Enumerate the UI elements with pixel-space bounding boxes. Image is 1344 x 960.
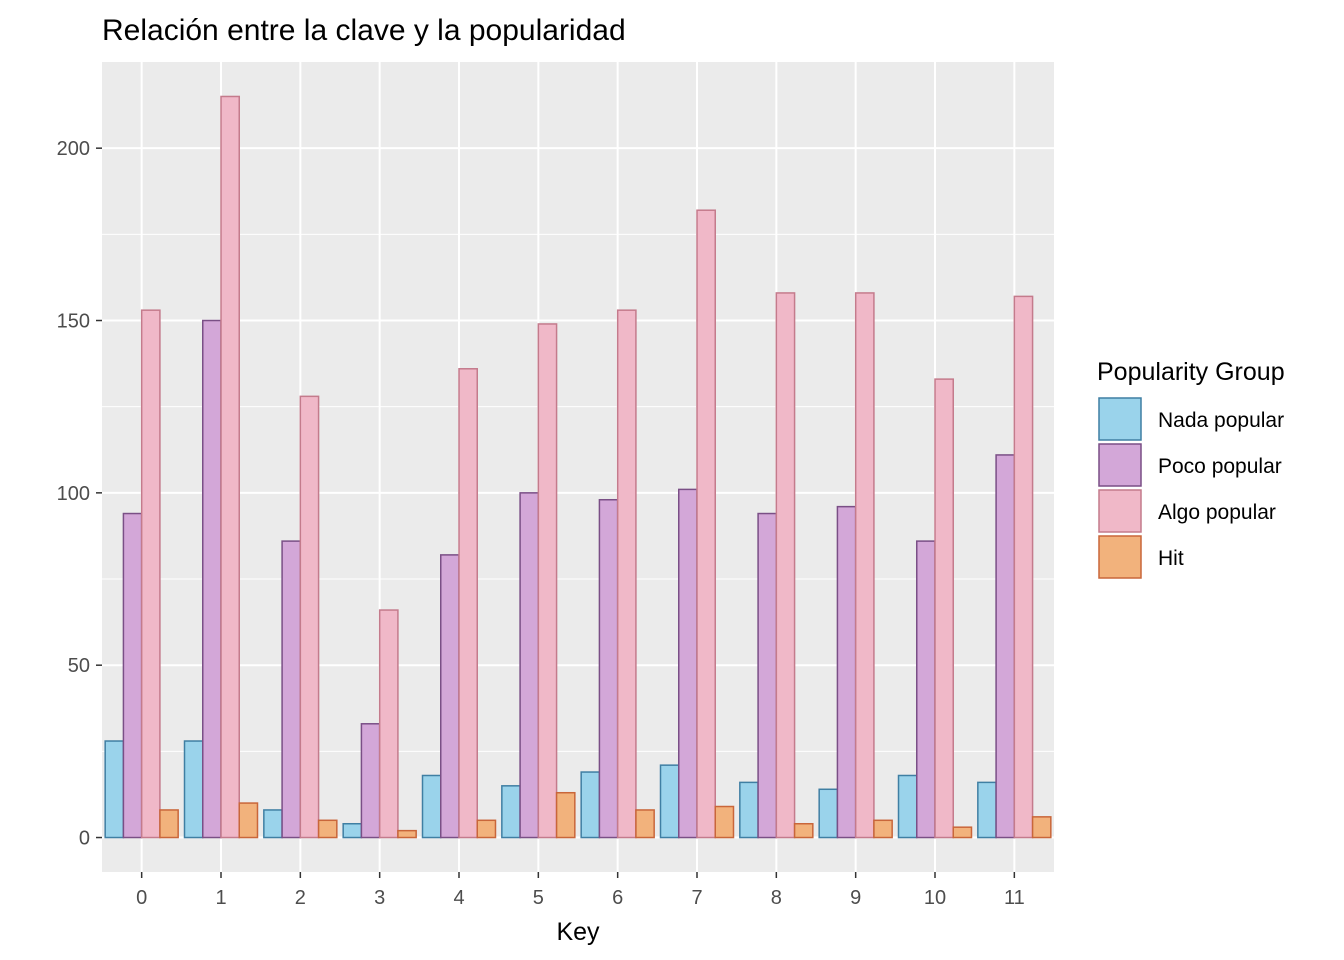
bar-nada-popular-key-4 (421, 774, 442, 839)
bar-nada-popular-key-8 (739, 781, 759, 839)
bar-poco-popular-key-4 (440, 554, 460, 839)
y-tick-label: 150 (57, 311, 90, 333)
bar-nada-popular-key-2 (263, 809, 283, 839)
bar-hit-key-4 (476, 819, 497, 839)
y-tick-label: 100 (57, 483, 90, 505)
legend-label: Algo popular (1158, 501, 1276, 524)
bar-nada-popular-key-0 (104, 740, 125, 839)
y-tick-label: 50 (68, 655, 90, 677)
y-axis: 0 50 100 150 200 (57, 138, 102, 850)
bar-poco-popular-key-1 (202, 319, 222, 839)
bar-hit-key-6 (635, 809, 655, 839)
x-axis: 0 1 2 3 4 5 6 7 8 9 10 11 (136, 872, 1025, 909)
bar-hit-key-10 (952, 826, 973, 839)
bar-algo-popular-key-9 (854, 292, 875, 839)
bar-nada-popular-key-11 (977, 781, 997, 839)
x-tick-label: 9 (850, 887, 861, 909)
bar-algo-popular-key-8 (775, 292, 796, 839)
bar-poco-popular-key-7 (678, 488, 698, 839)
bar-algo-popular-key-2 (299, 395, 320, 839)
legend-label: Poco popular (1158, 455, 1282, 478)
bar-nada-popular-key-3 (342, 822, 363, 839)
bar-algo-popular-key-3 (378, 609, 399, 839)
plot-panel (102, 62, 1054, 872)
bar-algo-popular-key-5 (537, 323, 558, 839)
bar-poco-popular-key-10 (916, 540, 936, 839)
bar-poco-popular-key-6 (598, 498, 619, 839)
bar-algo-popular-key-7 (696, 209, 716, 839)
y-tick-label: 0 (79, 828, 90, 850)
bar-hit-key-9 (873, 819, 893, 839)
bar-nada-popular-key-7 (659, 764, 680, 839)
bar-poco-popular-key-11 (995, 454, 1016, 839)
x-tick-label: 8 (771, 887, 782, 909)
x-tick-label: 6 (612, 887, 623, 909)
bar-poco-popular-key-9 (836, 505, 857, 839)
bar-algo-popular-key-11 (1013, 295, 1034, 839)
bar-hit-key-0 (159, 809, 179, 839)
bar-hit-key-11 (1031, 816, 1052, 839)
x-tick-label: 2 (295, 887, 306, 909)
x-tick-label: 7 (691, 887, 702, 909)
bar-nada-popular-key-10 (897, 774, 918, 839)
bar-nada-popular-key-9 (818, 788, 839, 839)
x-tick-label: 5 (533, 887, 544, 909)
x-axis-title: Key (556, 918, 600, 946)
legend-label: Hit (1158, 547, 1184, 570)
bar-hit-key-8 (793, 822, 814, 839)
bar-hit-key-3 (397, 829, 417, 839)
x-tick-label: 4 (453, 887, 464, 909)
x-tick-label: 3 (374, 887, 385, 909)
bar-algo-popular-key-6 (616, 309, 637, 839)
x-tick-label: 11 (1004, 887, 1025, 909)
bar-algo-popular-key-4 (458, 368, 478, 839)
bar-hit-key-2 (317, 819, 338, 839)
legend: Popularity Group Nada popular Poco popula… (1097, 358, 1285, 579)
legend-title: Popularity Group (1097, 358, 1285, 386)
y-tick-label: 200 (57, 138, 90, 160)
legend-label: Nada popular (1158, 409, 1284, 432)
bar-hit-key-5 (555, 791, 576, 839)
legend-key-hit (1098, 535, 1142, 579)
bar-nada-popular-key-1 (183, 740, 204, 839)
legend-key-nada-popular (1098, 397, 1142, 441)
bar-poco-popular-key-5 (519, 492, 540, 839)
bar-algo-popular-key-1 (220, 95, 240, 839)
bar-poco-popular-key-2 (281, 540, 302, 839)
chart-title: Relación entre la clave y la popularidad (102, 14, 626, 47)
legend-key-algo-popular (1098, 489, 1142, 533)
bar-nada-popular-key-6 (580, 771, 601, 839)
bar-poco-popular-key-0 (122, 512, 143, 839)
x-tick-label: 0 (136, 887, 147, 909)
bar-poco-popular-key-8 (757, 512, 778, 839)
bar-hit-key-1 (238, 802, 259, 839)
bar-nada-popular-key-5 (501, 785, 521, 839)
legend-key-poco-popular (1098, 443, 1142, 487)
bar-algo-popular-key-0 (140, 309, 161, 839)
bar-algo-popular-key-10 (934, 378, 954, 839)
bar-poco-popular-key-3 (360, 723, 381, 839)
bars (104, 95, 1052, 839)
x-tick-label: 10 (924, 887, 946, 909)
bar-hit-key-7 (714, 805, 735, 839)
x-tick-label: 1 (215, 887, 226, 909)
